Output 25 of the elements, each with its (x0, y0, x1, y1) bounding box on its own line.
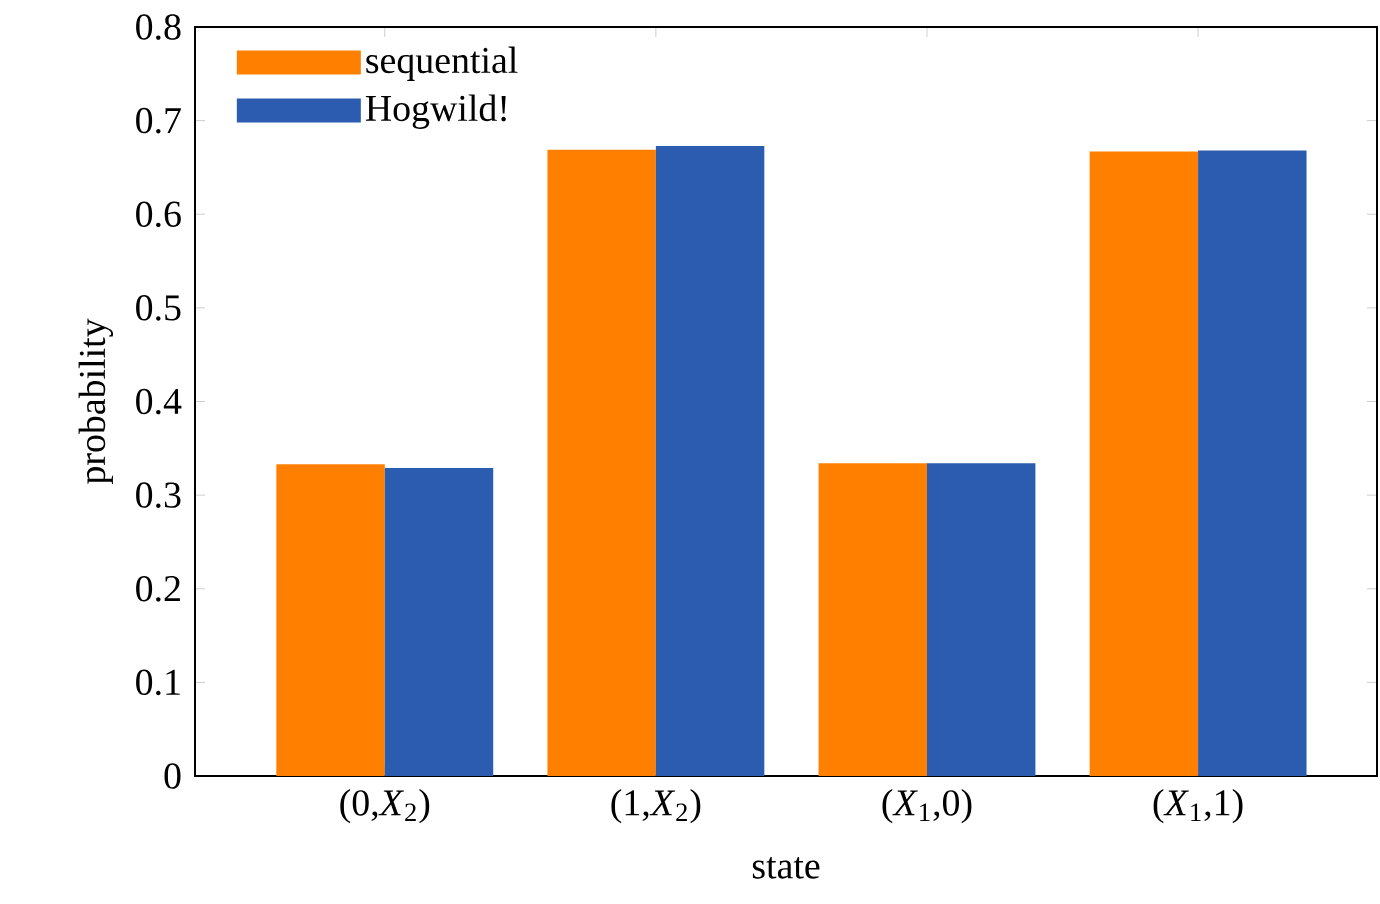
x-tick-label: (X$_{1}$,1) (1153, 789, 1243, 824)
y-tick-label: 0.2 (136, 575, 180, 602)
x-tick-label: (X$_{1}$,0) (882, 789, 972, 824)
legend-label: Hogwild! (365, 94, 506, 129)
y-tick-label: 0.7 (136, 107, 181, 134)
y-tick-label: 0.5 (136, 295, 181, 321)
x-tick-label: (1,X$_{2}$) (611, 789, 701, 824)
y-tick-label: 0.1 (136, 669, 180, 696)
x-axis-title: state (752, 856, 820, 879)
bar (655, 145, 765, 776)
y-tick-label: 0.4 (136, 388, 182, 415)
y-tick-label: 0 (164, 763, 181, 789)
legend-label: sequential (366, 46, 518, 81)
bar (818, 463, 927, 776)
y-axis-title: probability (78, 318, 114, 484)
y-tick-label: 0.3 (136, 482, 181, 508)
x-tick-label: (0,X$_{2}$) (340, 789, 430, 824)
bar (547, 149, 656, 776)
bar (1089, 151, 1199, 776)
y-tick-label: 0.8 (136, 14, 181, 40)
bar (1198, 150, 1307, 776)
bar (926, 463, 1036, 776)
y-tick-label: 0.6 (136, 201, 181, 228)
bar (384, 467, 494, 776)
bar (276, 464, 385, 776)
